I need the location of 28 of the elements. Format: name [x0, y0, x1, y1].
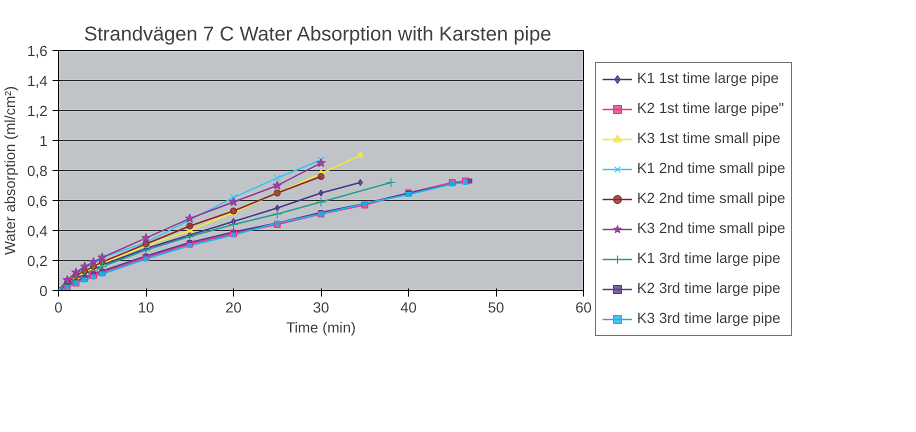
- legend-label: K3 3rd time large pipe: [637, 311, 780, 327]
- y-tick-label: 1,4: [27, 74, 48, 90]
- y-tick-label: 0,4: [27, 224, 48, 240]
- chart-title: Strandvägen 7 C Water Absorption with Karsten pipe: [84, 24, 552, 46]
- y-tick-label: 0,2: [27, 254, 48, 270]
- x-tick-label: 10: [138, 300, 154, 316]
- legend-label: K1 2nd time small pipe: [637, 161, 786, 177]
- y-axis-title: Water absorption (ml/cm²): [3, 86, 20, 255]
- y-tick-label: 1,2: [27, 104, 48, 120]
- x-tick-label: 20: [225, 300, 242, 316]
- x-tick-label: 60: [575, 300, 592, 316]
- legend-label: K2 1st time large pipe": [637, 101, 784, 117]
- legend-label: K3 1st time small pipe: [637, 131, 780, 147]
- y-tick-label: 1: [39, 134, 48, 150]
- y-tick-label: 0,6: [27, 194, 48, 210]
- y-tick-label: 0,8: [27, 164, 48, 180]
- legend-label: K2 3rd time large pipe: [637, 281, 780, 297]
- x-tick-label: 30: [312, 300, 330, 316]
- y-tick-label: 0: [39, 284, 48, 300]
- legend-label: K2 2nd time small pipe: [637, 191, 786, 207]
- x-axis-title: Time (min): [286, 320, 356, 336]
- x-tick-label: 50: [488, 300, 504, 316]
- x-tick-label: 0: [54, 300, 63, 316]
- legend-label: K1 3rd time large pipe: [637, 251, 780, 267]
- x-tick-label: 40: [400, 300, 417, 316]
- y-tick-label: 1,6: [27, 44, 48, 60]
- legend-label: K1 1st time large pipe: [637, 71, 779, 87]
- legend-label: K3 2nd time small pipe: [637, 221, 786, 237]
